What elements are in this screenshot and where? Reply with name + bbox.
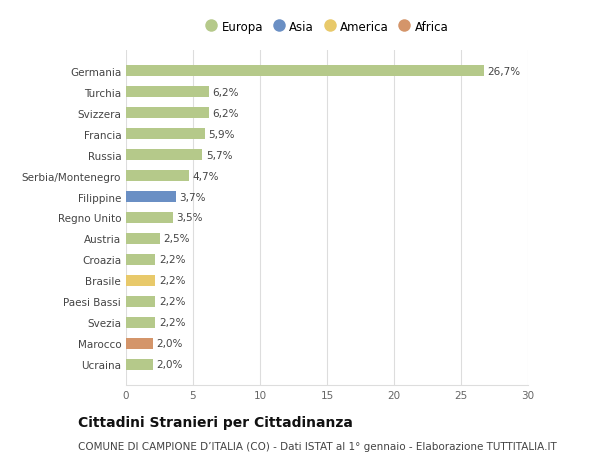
Bar [126, 254, 155, 266]
Text: 5,7%: 5,7% [206, 150, 232, 160]
Text: 6,2%: 6,2% [212, 108, 239, 118]
Text: 2,0%: 2,0% [156, 339, 182, 349]
Bar [126, 212, 173, 224]
Text: Cittadini Stranieri per Cittadinanza: Cittadini Stranieri per Cittadinanza [78, 415, 353, 429]
Text: 2,2%: 2,2% [159, 297, 185, 307]
Bar [126, 150, 202, 161]
Text: 3,5%: 3,5% [176, 213, 203, 223]
Bar [126, 107, 209, 119]
Text: 2,2%: 2,2% [159, 255, 185, 265]
Bar [126, 129, 205, 140]
Text: COMUNE DI CAMPIONE D’ITALIA (CO) - Dati ISTAT al 1° gennaio - Elaborazione TUTTI: COMUNE DI CAMPIONE D’ITALIA (CO) - Dati … [78, 441, 557, 451]
Text: 26,7%: 26,7% [487, 67, 520, 77]
Bar [126, 296, 155, 308]
Text: 4,7%: 4,7% [193, 171, 219, 181]
Bar [126, 338, 153, 349]
Bar [126, 275, 155, 286]
Bar [126, 191, 176, 203]
Text: 2,5%: 2,5% [163, 234, 190, 244]
Bar [126, 170, 189, 182]
Bar [126, 359, 153, 370]
Text: 2,2%: 2,2% [159, 318, 185, 328]
Bar [126, 87, 209, 98]
Text: 3,7%: 3,7% [179, 192, 205, 202]
Text: 5,9%: 5,9% [208, 129, 235, 139]
Legend: Europa, Asia, America, Africa: Europa, Asia, America, Africa [200, 16, 454, 39]
Text: 2,0%: 2,0% [156, 359, 182, 369]
Bar [126, 317, 155, 329]
Bar [126, 233, 160, 245]
Text: 2,2%: 2,2% [159, 276, 185, 286]
Text: 6,2%: 6,2% [212, 87, 239, 97]
Bar [126, 66, 484, 77]
